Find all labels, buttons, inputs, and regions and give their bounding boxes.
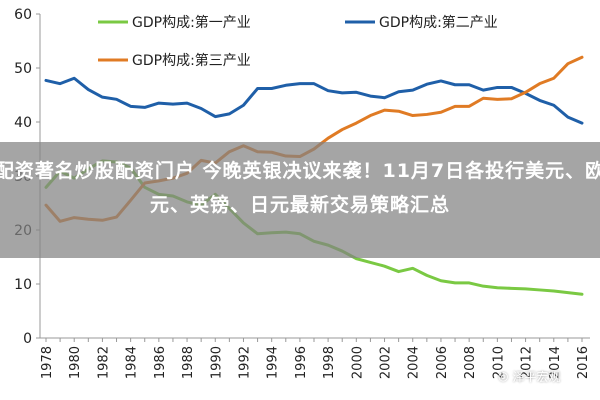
x-tick-label: 1982	[96, 346, 111, 379]
x-tick-label: 2016	[576, 346, 591, 379]
x-tick-label: 1980	[68, 346, 83, 379]
y-tick-label: 40	[14, 115, 32, 131]
x-tick-label: 2004	[407, 346, 422, 379]
x-tick-label: 1988	[181, 346, 196, 379]
y-tick-label: 0	[23, 331, 32, 347]
x-tick-label: 1996	[294, 346, 309, 379]
x-tick-label: 2002	[379, 346, 394, 379]
legend-label-3: GDP构成:第三产业	[132, 52, 251, 69]
x-tick-label: 1992	[237, 346, 252, 379]
watermark: ◎ 泽平宏观	[498, 364, 594, 388]
series-line-2	[44, 76, 584, 125]
x-tick-label: 1986	[153, 346, 168, 379]
wechat-icon: ◎	[498, 369, 509, 383]
x-tick-label: 2008	[463, 346, 478, 379]
watermark-text: 泽平宏观	[512, 369, 561, 384]
x-tick-label: 2000	[350, 346, 365, 379]
y-tick-label: 50	[14, 61, 32, 77]
x-tick-label: 1978	[40, 346, 55, 379]
legend-label-1: GDP构成:第一产业	[132, 14, 251, 31]
x-tick-label: 2006	[435, 346, 450, 379]
x-tick-label: 1998	[322, 346, 337, 379]
x-tick-label: 1990	[209, 346, 224, 379]
y-tick-label: 60	[14, 7, 32, 23]
legend-label-2: GDP构成:第二产业	[379, 14, 498, 31]
x-tick-label: 2014	[548, 346, 563, 379]
x-tick-label: 1994	[266, 346, 281, 379]
article-banner-overlay[interactable]	[0, 142, 600, 258]
article-headline[interactable]: 配资著名炒股配资门户 今晚英银决议来袭！11月7日各投行美元、欧元、英镑、日元最…	[0, 160, 600, 216]
x-tick-label: 1984	[125, 346, 140, 379]
x-tick-label: 2010	[491, 346, 506, 379]
x-tick-label: 2012	[520, 346, 535, 379]
y-tick-label: 10	[14, 277, 32, 293]
